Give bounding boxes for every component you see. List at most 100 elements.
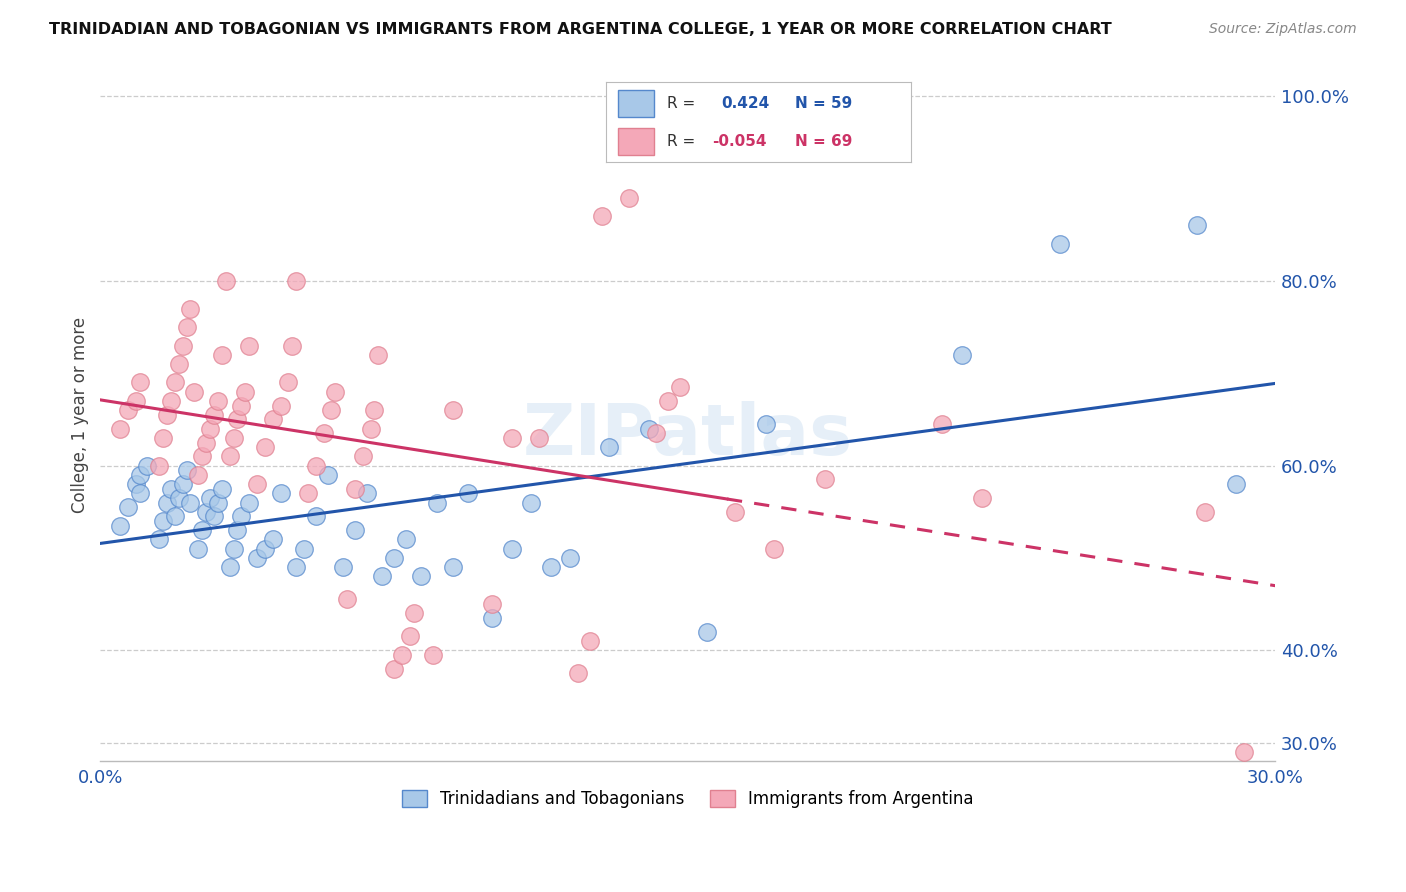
Point <box>540 560 562 574</box>
Point <box>152 514 174 528</box>
Point <box>148 533 170 547</box>
Point <box>226 412 249 426</box>
Point <box>1233 745 1256 759</box>
Point <box>211 482 233 496</box>
Point <box>332 560 354 574</box>
Point <box>363 403 385 417</box>
Point <box>231 399 253 413</box>
Point <box>411 569 433 583</box>
Point <box>226 523 249 537</box>
Text: Source: ZipAtlas.com: Source: ZipAtlas.com <box>1209 22 1357 37</box>
Point <box>152 431 174 445</box>
Point <box>501 431 523 445</box>
Point <box>422 648 444 662</box>
Point <box>191 523 214 537</box>
Point <box>246 550 269 565</box>
Point <box>305 509 328 524</box>
Point <box>211 348 233 362</box>
Point <box>160 482 183 496</box>
Point <box>187 467 209 482</box>
Point <box>591 209 613 223</box>
Point <box>441 560 464 574</box>
Point <box>755 417 778 431</box>
Point <box>262 412 284 426</box>
Point <box>343 482 366 496</box>
Point <box>395 533 418 547</box>
Point <box>441 403 464 417</box>
Point <box>367 348 389 362</box>
Point <box>305 458 328 473</box>
Point <box>183 384 205 399</box>
Point <box>156 495 179 509</box>
Point <box>382 662 405 676</box>
Point <box>238 338 260 352</box>
Point <box>218 560 240 574</box>
Point <box>950 348 973 362</box>
Point <box>156 408 179 422</box>
Point <box>163 509 186 524</box>
Point <box>202 509 225 524</box>
Point <box>167 357 190 371</box>
Point <box>321 403 343 417</box>
Point <box>696 624 718 639</box>
Point <box>270 399 292 413</box>
Point <box>325 384 347 399</box>
Point <box>343 523 366 537</box>
Point <box>356 486 378 500</box>
Point <box>187 541 209 556</box>
Point <box>117 403 139 417</box>
Point <box>426 495 449 509</box>
Point <box>136 458 159 473</box>
Point <box>1185 219 1208 233</box>
Point <box>360 422 382 436</box>
Point <box>191 450 214 464</box>
Point <box>391 648 413 662</box>
Point <box>931 417 953 431</box>
Point <box>520 495 543 509</box>
Point <box>253 541 276 556</box>
Point <box>253 440 276 454</box>
Point <box>281 338 304 352</box>
Point <box>238 495 260 509</box>
Point <box>336 592 359 607</box>
Point <box>457 486 479 500</box>
Point <box>231 509 253 524</box>
Point <box>645 426 668 441</box>
Point <box>108 518 131 533</box>
Point <box>398 629 420 643</box>
Point <box>527 431 550 445</box>
Point <box>669 380 692 394</box>
Point <box>382 550 405 565</box>
Point <box>195 505 218 519</box>
Point <box>762 541 785 556</box>
Point <box>481 597 503 611</box>
Point <box>270 486 292 500</box>
Point <box>262 533 284 547</box>
Point <box>128 376 150 390</box>
Point <box>222 541 245 556</box>
Point <box>179 301 201 316</box>
Point <box>970 491 993 505</box>
Point <box>198 422 221 436</box>
Point <box>108 422 131 436</box>
Point <box>285 560 308 574</box>
Point <box>292 541 315 556</box>
Point <box>246 477 269 491</box>
Point <box>128 486 150 500</box>
Legend: Trinidadians and Tobagonians, Immigrants from Argentina: Trinidadians and Tobagonians, Immigrants… <box>395 783 980 815</box>
Point <box>198 491 221 505</box>
Y-axis label: College, 1 year or more: College, 1 year or more <box>72 317 89 513</box>
Point <box>215 274 238 288</box>
Point <box>579 634 602 648</box>
Point <box>195 435 218 450</box>
Point <box>218 450 240 464</box>
Point <box>176 320 198 334</box>
Point <box>598 440 620 454</box>
Point <box>160 393 183 408</box>
Point <box>814 472 837 486</box>
Point <box>202 408 225 422</box>
Point <box>567 666 589 681</box>
Point <box>207 495 229 509</box>
Point <box>207 393 229 408</box>
Text: TRINIDADIAN AND TOBAGONIAN VS IMMIGRANTS FROM ARGENTINA COLLEGE, 1 YEAR OR MORE : TRINIDADIAN AND TOBAGONIAN VS IMMIGRANTS… <box>49 22 1112 37</box>
